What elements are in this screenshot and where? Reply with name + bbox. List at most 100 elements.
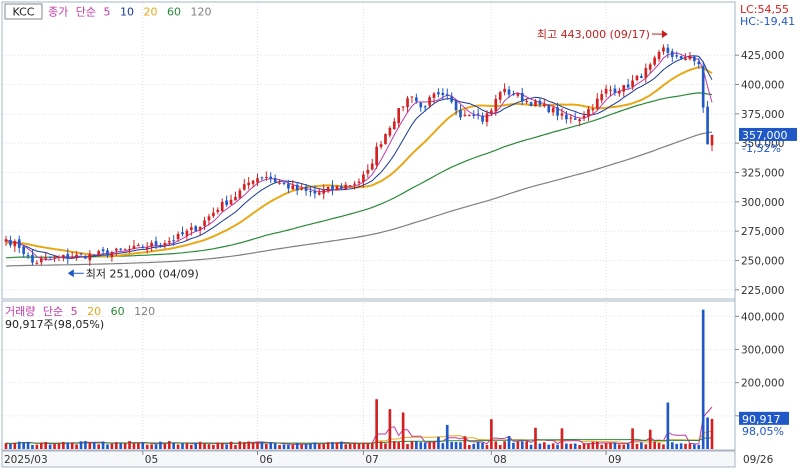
candle-body bbox=[525, 101, 528, 103]
candle-body bbox=[618, 91, 621, 94]
price-tick-label: 400,000 bbox=[741, 80, 784, 92]
volume-bar bbox=[410, 441, 414, 449]
candle-body bbox=[604, 88, 608, 94]
candle-body bbox=[582, 115, 586, 118]
candle-body bbox=[66, 253, 70, 259]
symbol-box[interactable] bbox=[4, 3, 43, 20]
volume-bar bbox=[595, 441, 599, 449]
candle-body bbox=[543, 104, 546, 107]
volume-bar bbox=[4, 443, 8, 449]
price-tick-label: 375,000 bbox=[741, 109, 784, 121]
current-volume-box bbox=[739, 411, 789, 425]
candle-body bbox=[401, 106, 405, 108]
volume-bar bbox=[688, 443, 692, 449]
candle-body bbox=[309, 191, 312, 193]
volume-bar bbox=[167, 441, 171, 449]
price-tick-label: 325,000 bbox=[741, 167, 784, 179]
volume-bar bbox=[543, 442, 546, 449]
volume-tick-label: 300,000 bbox=[741, 344, 784, 356]
volume-bar bbox=[366, 443, 370, 449]
candle-body bbox=[225, 200, 228, 205]
candle-body bbox=[88, 253, 92, 261]
candle-body bbox=[119, 248, 123, 250]
price-tick-label: 350,000 bbox=[741, 138, 784, 150]
volume-bar bbox=[79, 441, 83, 449]
candle-body bbox=[375, 146, 378, 166]
volume-bar bbox=[600, 444, 604, 449]
candle-body bbox=[516, 93, 520, 96]
volume-bar bbox=[670, 442, 674, 449]
candle-body bbox=[467, 115, 471, 117]
volume-bar bbox=[344, 444, 348, 449]
candle-body bbox=[397, 108, 401, 124]
candle-body bbox=[538, 100, 542, 105]
vlegend-simple: 단순 bbox=[43, 305, 63, 318]
candle-body bbox=[503, 88, 506, 93]
volume-bar bbox=[176, 444, 180, 449]
volume-bar bbox=[145, 444, 149, 449]
volume-bar bbox=[529, 444, 533, 449]
volume-bar bbox=[618, 444, 621, 449]
volume-bar bbox=[119, 443, 123, 449]
candle-body bbox=[573, 118, 577, 120]
volume-bar bbox=[340, 441, 343, 449]
volume-bar bbox=[128, 441, 131, 449]
volume-bar bbox=[31, 444, 34, 449]
legend-ma20: 20 bbox=[144, 6, 158, 19]
volume-bar bbox=[150, 444, 153, 449]
volume-bar bbox=[198, 441, 202, 449]
volume-bar bbox=[573, 443, 577, 449]
volume-bar bbox=[653, 441, 656, 449]
volume-bar bbox=[467, 444, 471, 449]
ma120-line bbox=[5, 131, 713, 267]
candle-body bbox=[150, 242, 153, 247]
lc-label: LC:54,55 bbox=[740, 3, 789, 16]
candle-body bbox=[648, 64, 652, 70]
volume-bar bbox=[534, 427, 537, 449]
candle-body bbox=[595, 98, 599, 109]
price-legend[interactable]: 종가 단순 5 10 20 60 120 bbox=[48, 6, 212, 19]
high-label: 최고 443,000 (09/17) bbox=[537, 28, 650, 41]
volume-legend[interactable]: 거래량 단순 5 20 60 120 bbox=[5, 305, 155, 318]
volume-bar bbox=[454, 442, 458, 449]
volume-bar bbox=[220, 443, 224, 449]
volume-bar bbox=[17, 441, 21, 449]
volume-bar bbox=[256, 442, 259, 449]
candle-body bbox=[181, 232, 184, 235]
candle-body bbox=[282, 182, 286, 185]
candle-body bbox=[657, 51, 661, 60]
volume-bar bbox=[706, 417, 709, 449]
volume-bar bbox=[353, 442, 356, 449]
candle-body bbox=[498, 92, 502, 100]
volume-bar bbox=[260, 441, 264, 449]
volume-bars bbox=[4, 309, 714, 449]
candle-body bbox=[415, 97, 418, 102]
volume-bar bbox=[331, 442, 334, 449]
candle-body bbox=[39, 258, 43, 263]
candle-body bbox=[278, 182, 281, 184]
low-annotation: 최저 251,000 (04/09) bbox=[67, 267, 199, 280]
volume-bar bbox=[84, 441, 87, 449]
volume-bar bbox=[97, 444, 100, 449]
volume-bar bbox=[556, 444, 559, 449]
volume-bar bbox=[419, 442, 423, 449]
vlegend-ma60: 60 bbox=[111, 305, 125, 318]
candle-body bbox=[251, 180, 255, 184]
candle-body bbox=[635, 75, 639, 81]
candle-body bbox=[631, 80, 634, 87]
candle-body bbox=[556, 107, 559, 116]
volume-bar bbox=[516, 441, 520, 449]
volume-bar bbox=[203, 443, 206, 449]
volume-bar bbox=[512, 442, 515, 449]
change-label: -1,52% bbox=[742, 142, 781, 155]
volume-bar bbox=[551, 443, 555, 449]
candle-body bbox=[445, 94, 449, 96]
candle-body bbox=[578, 119, 581, 122]
candle-body bbox=[53, 256, 56, 258]
candle-body bbox=[207, 216, 211, 221]
volume-bar bbox=[626, 443, 630, 449]
volume-bar bbox=[693, 444, 696, 449]
legend-ma5: 5 bbox=[104, 6, 111, 19]
